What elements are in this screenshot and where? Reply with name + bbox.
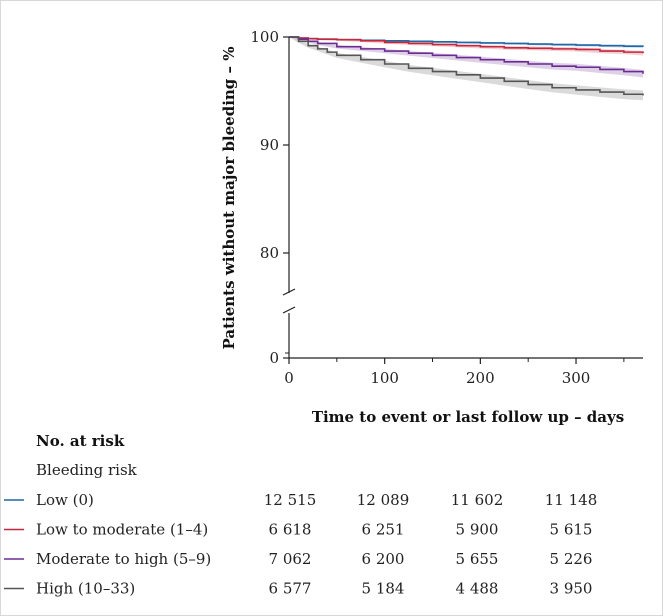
x-tick-label-0: 0 bbox=[284, 369, 294, 387]
risk-count-1-3: 5 615 bbox=[550, 521, 593, 539]
risk-table-heading: No. at risk bbox=[36, 432, 125, 450]
risk-count-0-3: 11 148 bbox=[545, 491, 598, 509]
risk-count-3-0: 6 577 bbox=[269, 580, 312, 598]
axes: Patients without major bleeding – % Time… bbox=[220, 28, 643, 426]
y-tick-label-100: 100 bbox=[250, 28, 279, 46]
y-tick-label-80: 80 bbox=[260, 244, 279, 262]
axis-break-mark-upper bbox=[282, 288, 296, 296]
risk-count-1-0: 6 618 bbox=[269, 521, 312, 539]
axis-break-mark-lower bbox=[282, 306, 296, 314]
x-tick-label-100: 100 bbox=[370, 369, 399, 387]
risk-table-subheading: Bleeding risk bbox=[36, 461, 138, 479]
risk-count-0-0: 12 515 bbox=[264, 491, 317, 509]
risk-count-3-1: 5 184 bbox=[362, 580, 405, 598]
ci-band-3 bbox=[289, 37, 643, 101]
risk-row-label-1: Low to moderate (1–4) bbox=[36, 521, 208, 539]
risk-count-2-3: 5 226 bbox=[550, 550, 593, 568]
y-tick-label-0: 0 bbox=[269, 349, 279, 367]
risk-row-label-2: Moderate to high (5–9) bbox=[36, 550, 211, 568]
risk-count-3-3: 3 950 bbox=[550, 580, 593, 598]
series-line-3 bbox=[289, 36, 644, 96]
risk-count-0-1: 12 089 bbox=[357, 491, 410, 509]
series-line-2 bbox=[289, 36, 644, 74]
risk-row-label-0: Low (0) bbox=[36, 491, 94, 509]
risk-count-2-0: 7 062 bbox=[269, 550, 312, 568]
risk-count-0-2: 11 602 bbox=[451, 491, 504, 509]
risk-count-2-2: 5 655 bbox=[456, 550, 499, 568]
risk-count-1-2: 5 900 bbox=[456, 521, 499, 539]
y-axis-title: Patients without major bleeding – % bbox=[220, 47, 238, 350]
plot-area bbox=[289, 36, 644, 101]
y-tick-label-90: 90 bbox=[260, 136, 279, 154]
risk-count-2-1: 6 200 bbox=[362, 550, 405, 568]
risk-count-3-2: 4 488 bbox=[456, 580, 499, 598]
series-line-1 bbox=[289, 36, 644, 54]
x-tick-label-200: 200 bbox=[466, 369, 495, 387]
x-tick-label-300: 300 bbox=[562, 369, 591, 387]
risk-row-label-3: High (10–33) bbox=[36, 580, 135, 598]
risk-table: No. at risk Bleeding risk Low (0) 12 515 1… bbox=[4, 432, 597, 598]
risk-count-1-1: 6 251 bbox=[362, 521, 405, 539]
x-axis-title: Time to event or last follow up – days bbox=[312, 408, 624, 426]
